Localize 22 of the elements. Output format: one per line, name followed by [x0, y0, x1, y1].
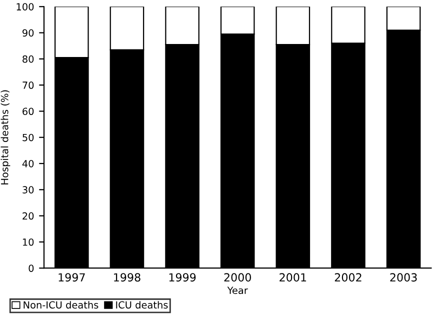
y-axis-title: Hospital deaths (%)	[0, 90, 10, 184]
x-tick-label: 1997	[58, 273, 85, 282]
x-tick-label: 1999	[169, 273, 196, 282]
y-tick-label: 20	[22, 212, 34, 220]
x-axis-title: Year	[227, 286, 248, 294]
y-tick-label: 30	[22, 186, 34, 194]
legend-label: Non-ICU deaths	[24, 301, 98, 309]
x-tick-label: 2003	[390, 273, 417, 282]
x-tick-label: 2000	[224, 273, 251, 282]
y-tick-label: 10	[22, 238, 34, 246]
y-tick-label: 90	[22, 29, 34, 37]
x-tick-label: 2001	[280, 273, 306, 282]
y-tick-label: 0	[28, 264, 34, 272]
y-tick-label: 80	[22, 55, 34, 63]
y-tick-label: 100	[16, 3, 34, 10]
x-tick-label: 2002	[334, 273, 362, 282]
y-tick-label: 60	[22, 108, 34, 116]
y-tick-label: 50	[22, 134, 34, 142]
y-tick-label: 70	[22, 82, 34, 89]
legend-label: ICU deaths	[116, 301, 168, 309]
y-tick-label: 40	[22, 160, 34, 168]
x-tick-label: 1998	[114, 273, 140, 282]
